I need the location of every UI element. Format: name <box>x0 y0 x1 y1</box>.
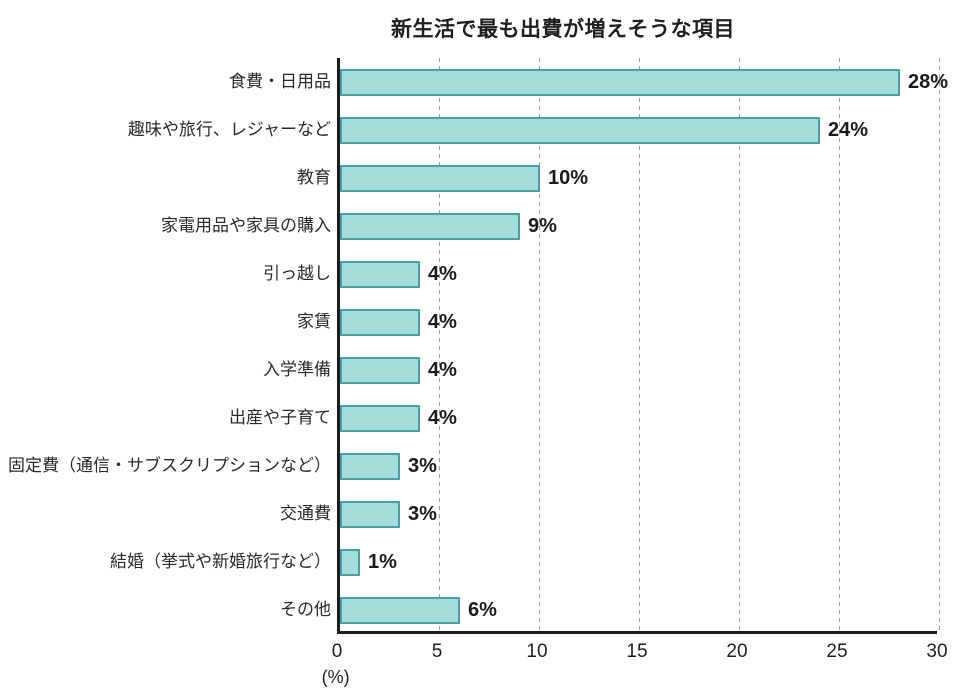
bar <box>340 548 360 576</box>
category-label: 引っ越し <box>263 263 331 283</box>
value-label: 4% <box>428 262 457 285</box>
value-label: 10% <box>548 166 589 189</box>
bar <box>340 356 420 384</box>
chart-row: 交通費 3% <box>0 490 968 538</box>
category-label: 家電用品や家具の購入 <box>161 215 331 235</box>
category-label: 固定費（通信・サブスクリプションなど） <box>8 455 331 475</box>
bar <box>340 452 400 480</box>
value-label: 4% <box>428 310 457 333</box>
gridline <box>639 58 640 631</box>
gridline <box>539 58 540 631</box>
category-label: 家賃 <box>297 311 331 331</box>
bar <box>340 308 420 336</box>
x-tick: 15 <box>626 641 648 662</box>
value-label: 3% <box>408 454 437 477</box>
value-label: 3% <box>408 502 437 525</box>
bar <box>340 260 420 288</box>
category-label: 結婚（挙式や新婚旅行など） <box>110 551 331 571</box>
chart-row: 趣味や旅行、レジャーなど 24% <box>0 106 968 154</box>
chart-row: 教育 10% <box>0 154 968 202</box>
x-tick: 5 <box>431 641 443 662</box>
value-label: 6% <box>468 598 497 621</box>
chart-row: 引っ越し 4% <box>0 250 968 298</box>
plot-area <box>337 58 940 634</box>
chart-row: 家電用品や家具の購入 9% <box>0 202 968 250</box>
x-axis: 0 5 10 15 20 25 30 (%) <box>322 641 948 691</box>
category-label: 入学準備 <box>263 359 331 379</box>
chart-title: 新生活で最も出費が増えそうな項目 <box>391 18 735 41</box>
category-label: 交通費 <box>280 503 331 523</box>
chart-row: 家賃 4% <box>0 298 968 346</box>
x-axis-unit-label: (%) <box>321 667 350 687</box>
category-label: その他 <box>280 599 331 619</box>
value-label: 9% <box>528 214 557 237</box>
gridline <box>739 58 740 631</box>
chart-row: 固定費（通信・サブスクリプションなど） 3% <box>0 442 968 490</box>
chart-row: その他 6% <box>0 586 968 634</box>
gridline <box>939 58 940 631</box>
value-label: 24% <box>828 118 869 141</box>
value-label: 4% <box>428 358 457 381</box>
value-label: 28% <box>908 70 949 93</box>
gridline <box>839 58 840 631</box>
bar-rows: 食費・日用品 28% 趣味や旅行、レジャーなど 24% 教育 10% 家電用品や… <box>0 58 968 634</box>
bar <box>340 164 540 192</box>
x-tick: 30 <box>926 641 948 662</box>
bar <box>340 68 900 96</box>
category-label: 食費・日用品 <box>229 71 331 91</box>
x-tick: 0 <box>331 641 343 662</box>
category-label: 趣味や旅行、レジャーなど <box>127 119 331 139</box>
x-tick: 20 <box>726 641 748 662</box>
bar <box>340 116 820 144</box>
gridline <box>439 58 440 631</box>
category-label: 出産や子育て <box>229 407 331 427</box>
chart-row: 入学準備 4% <box>0 346 968 394</box>
value-label: 4% <box>428 406 457 429</box>
chart-row: 出産や子育て 4% <box>0 394 968 442</box>
value-label: 1% <box>368 550 397 573</box>
chart-row: 食費・日用品 28% <box>0 58 968 106</box>
bar <box>340 500 400 528</box>
bar <box>340 596 460 624</box>
bar <box>340 404 420 432</box>
chart-row: 結婚（挙式や新婚旅行など） 1% <box>0 538 968 586</box>
x-tick: 10 <box>526 641 548 662</box>
x-tick: 25 <box>826 641 848 662</box>
bar <box>340 212 520 240</box>
category-label: 教育 <box>297 167 331 187</box>
